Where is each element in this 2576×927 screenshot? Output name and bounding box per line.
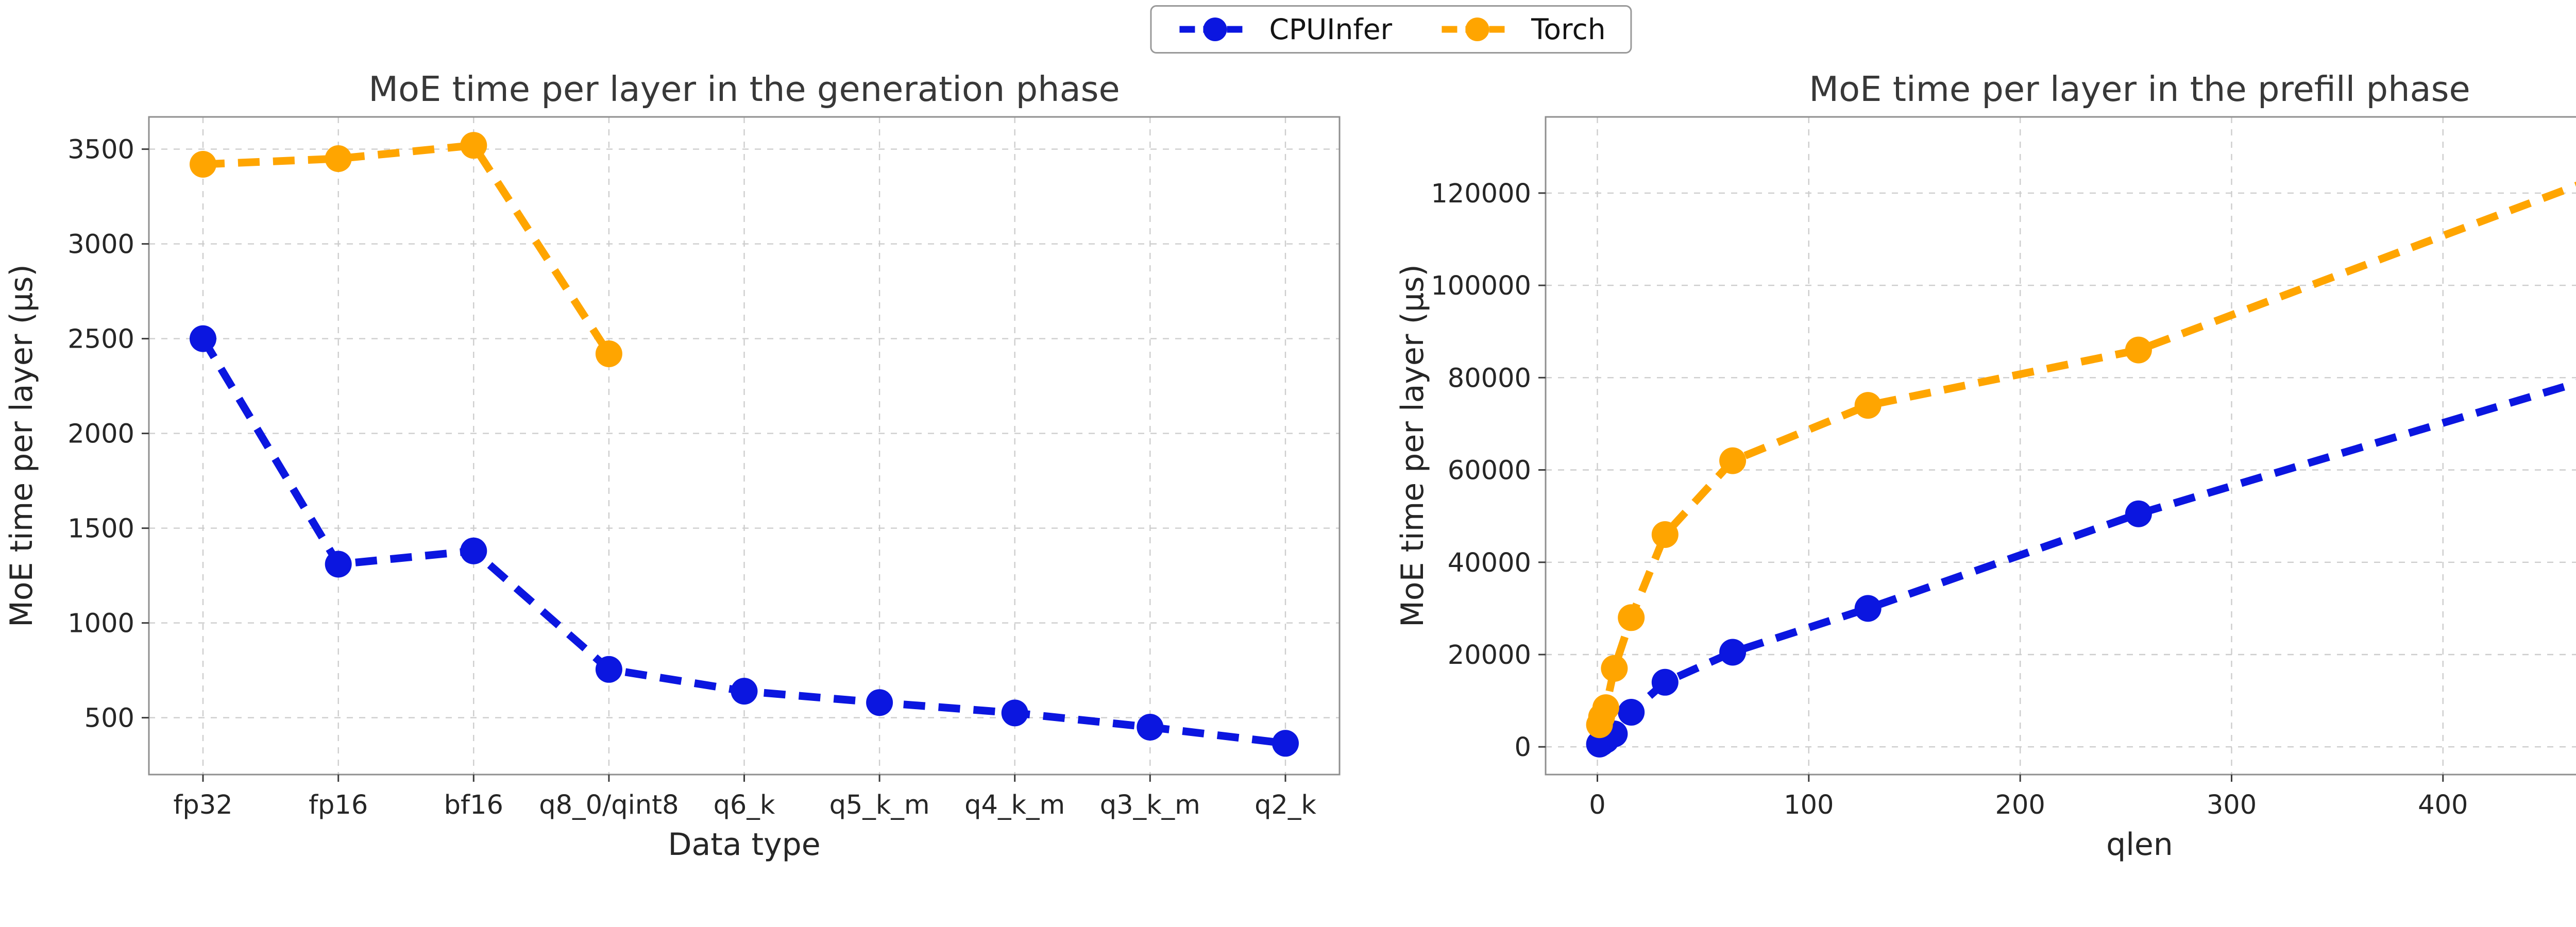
y-tick-label: 120000 (1431, 179, 1531, 209)
data-point-cpuinfer (1854, 595, 1882, 622)
data-point-torch (190, 151, 216, 178)
plot-border (1545, 116, 2576, 776)
data-point-torch (325, 145, 352, 172)
data-point-cpuinfer (731, 678, 758, 705)
data-point-torch (1651, 521, 1679, 548)
chart-title: MoE time per layer in the generation pha… (368, 69, 1120, 109)
legend-line-sample-icon (1179, 18, 1251, 41)
generation-chart-area: fp32 fp16 bf16 q8_0/qint8 q6_k q5_k_m q4_k_m q3… (4, 69, 1341, 863)
x-tick-label: 300 (2207, 790, 2257, 820)
y-axis-label: MoE time per layer (µs) (1395, 264, 1431, 627)
data-point-cpuinfer (325, 551, 352, 578)
legend-label-cpuinfer: CPUInfer (1269, 13, 1393, 46)
x-tick-label: fp32 (173, 790, 232, 820)
y-tick-label: 3000 (67, 230, 134, 260)
x-tick-label: q2_k (1255, 790, 1316, 820)
data-point-cpuinfer (190, 325, 216, 352)
x-tick-label: q5_k_m (829, 790, 930, 820)
x-axis-label: qlen (2106, 827, 2173, 863)
y-tick-label: 3500 (67, 135, 134, 165)
data-point-torch (1719, 447, 1747, 474)
x-tick-label: 200 (1995, 790, 2045, 820)
data-point-torch (1601, 655, 1628, 682)
y-tick-label: 1000 (67, 609, 134, 639)
legend-label-torch: Torch (1531, 13, 1606, 46)
y-tick-label: 0 (1515, 732, 1531, 763)
legend: CPUInfer Torch (1150, 5, 1632, 54)
x-tick-label: 400 (2418, 790, 2468, 820)
data-point-cpuinfer (595, 656, 622, 683)
data-point-cpuinfer (460, 537, 487, 564)
data-point-cpuinfer (1272, 730, 1299, 757)
y-tick-label: 60000 (1448, 456, 1531, 486)
x-tick-label: q6_k (714, 790, 775, 820)
y-tick-label: 500 (84, 703, 134, 734)
y-tick-label: 80000 (1448, 363, 1531, 393)
data-point-cpuinfer (1137, 714, 1164, 741)
data-point-torch (1592, 694, 1619, 722)
x-tick-label: 0 (1589, 790, 1605, 820)
prefill-chart-area: 0100200300400500020000400006000080000100… (1391, 0, 2576, 927)
data-point-torch (595, 340, 622, 367)
x-tick-label: q3_k_m (1100, 790, 1200, 820)
x-tick-label: q8_0/qint8 (539, 790, 679, 820)
x-tick-label: bf16 (444, 790, 503, 820)
prefill-phase-chart: 0100200300400500020000400006000080000100… (1395, 69, 2576, 863)
y-tick-label: 100000 (1431, 271, 1531, 301)
x-tick-label: q4_k_m (964, 790, 1065, 820)
data-point-cpuinfer (2125, 500, 2152, 527)
x-axis-label: Data type (668, 827, 820, 863)
y-tick-label: 2000 (67, 419, 134, 450)
y-tick-label: 1500 (67, 514, 134, 544)
data-point-cpuinfer (1618, 699, 1645, 726)
data-point-cpuinfer (1001, 699, 1028, 727)
y-tick-label: 20000 (1448, 640, 1531, 671)
x-tick-label: fp16 (309, 790, 368, 820)
data-point-cpuinfer (866, 689, 893, 716)
data-point-torch (460, 132, 487, 159)
data-point-torch (2125, 336, 2152, 364)
chart-title: MoE time per layer in the prefill phase (1809, 69, 2470, 109)
data-point-torch (1854, 392, 1882, 419)
legend-item-cpuinfer: CPUInfer (1176, 13, 1392, 46)
legend-line-sample-icon (1442, 18, 1513, 41)
series-line-torch (202, 141, 613, 356)
y-tick-label: 40000 (1448, 548, 1531, 578)
legend-item-torch: Torch (1438, 13, 1606, 46)
series-line-cpuinfer (1597, 379, 2576, 748)
y-axis-label: MoE time per layer (µs) (4, 264, 40, 627)
data-point-cpuinfer (1719, 639, 1747, 666)
data-point-torch (1618, 604, 1645, 631)
x-tick-label: 100 (1784, 790, 1834, 820)
generation-phase-chart: fp32 fp16 bf16 q8_0/qint8 q6_k q5_k_m q4_k_m q3… (4, 69, 1341, 863)
series-line-torch (1596, 181, 2576, 726)
y-tick-label: 2500 (67, 324, 134, 355)
data-point-cpuinfer (1651, 668, 1679, 696)
